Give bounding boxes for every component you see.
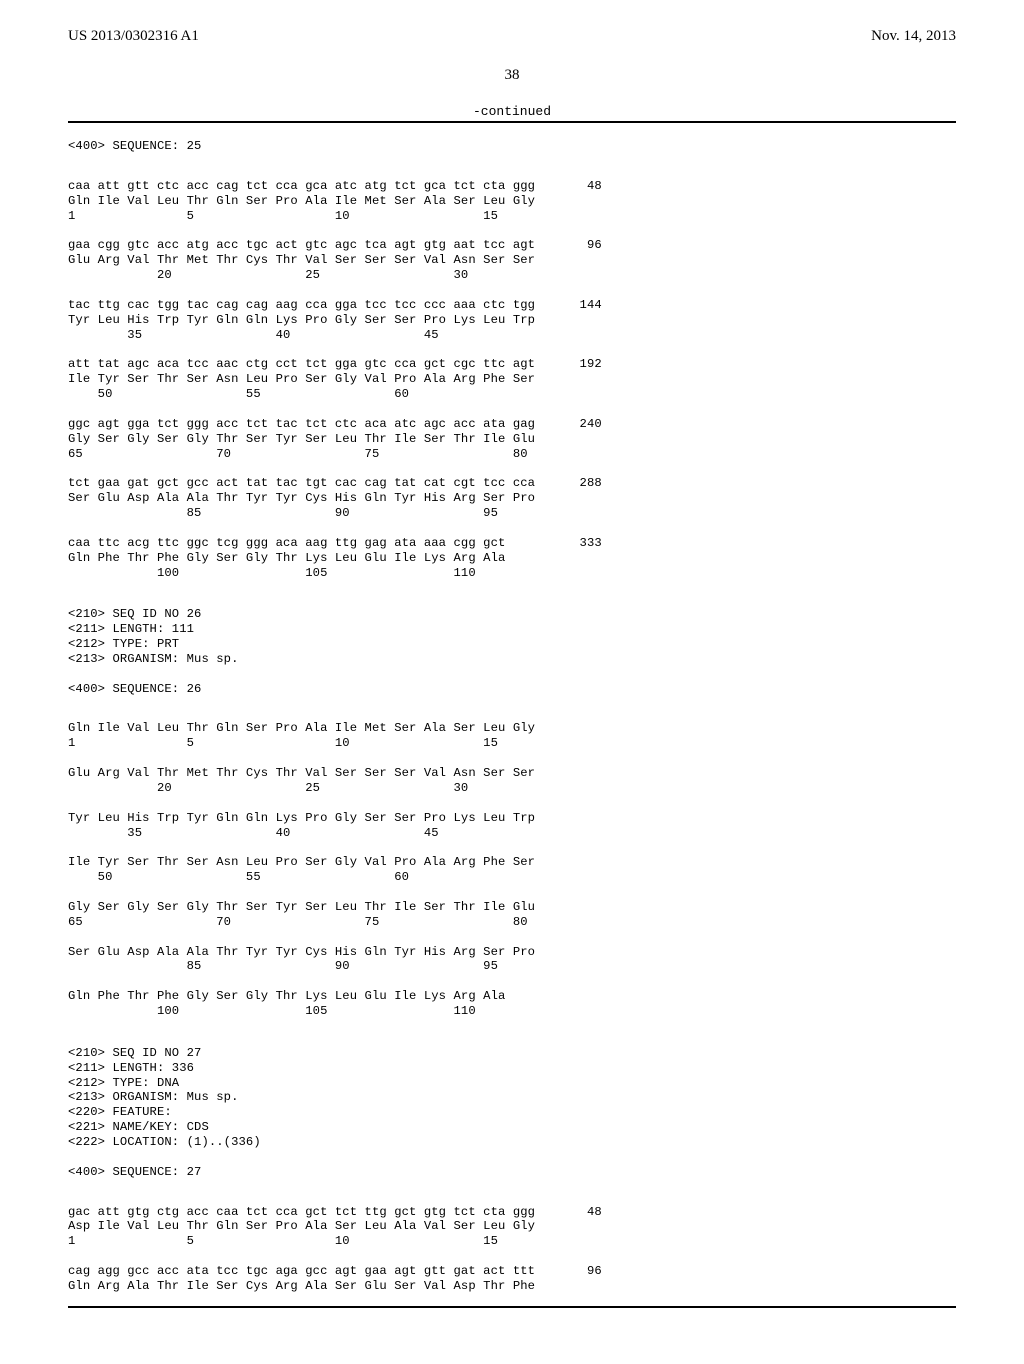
meta-line: <212> TYPE: PRT [68, 637, 179, 651]
seq-line: 1 5 10 15 [68, 736, 498, 750]
page: US 2013/0302316 A1 Nov. 14, 2013 38 -con… [0, 0, 1024, 1364]
seq-line: 20 25 30 [68, 268, 468, 282]
seq-line: Gln Phe Thr Phe Gly Ser Gly Thr Lys Leu … [68, 989, 505, 1003]
rule-bottom [68, 1306, 956, 1308]
seq-line: 35 40 45 [68, 328, 439, 342]
seq-line: caa ttc acg ttc ggc tcg ggg aca aag ttg … [68, 536, 602, 550]
seq-line: 1 5 10 15 [68, 1234, 498, 1248]
seq-line: Gly Ser Gly Ser Gly Thr Ser Tyr Ser Leu … [68, 900, 535, 914]
meta-line: <222> LOCATION: (1)..(336) [68, 1135, 261, 1149]
sequence-27-meta: <210> SEQ ID NO 27 <211> LENGTH: 336 <21… [68, 1031, 956, 1180]
publication-number: US 2013/0302316 A1 [68, 28, 199, 45]
seq-line: caa att gtt ctc acc cag tct cca gca atc … [68, 179, 602, 193]
seq-line: 35 40 45 [68, 826, 439, 840]
meta-line: <210> SEQ ID NO 26 [68, 607, 201, 621]
seq-line: Gly Ser Gly Ser Gly Thr Ser Tyr Ser Leu … [68, 432, 535, 446]
sequence-27: gac att gtg ctg acc caa tct cca gct tct … [68, 1190, 956, 1294]
seq-line: 50 55 60 [68, 870, 409, 884]
seq-line: 20 25 30 [68, 781, 468, 795]
seq-line: Tyr Leu His Trp Tyr Gln Gln Lys Pro Gly … [68, 313, 535, 327]
sequence-25-header: <400> SEQUENCE: 25 [68, 139, 956, 154]
seq-line: Ile Tyr Ser Thr Ser Asn Leu Pro Ser Gly … [68, 855, 535, 869]
seq-line: 85 90 95 [68, 506, 498, 520]
seq-line: Ser Glu Asp Ala Ala Thr Tyr Tyr Cys His … [68, 491, 535, 505]
seq-line: Tyr Leu His Trp Tyr Gln Gln Lys Pro Gly … [68, 811, 535, 825]
page-number: 38 [68, 67, 956, 84]
continued-label: -continued [68, 104, 956, 119]
seq-line: 85 90 95 [68, 959, 498, 973]
seq-line: 1 5 10 15 [68, 209, 498, 223]
seq-line: cag agg gcc acc ata tcc tgc aga gcc agt … [68, 1264, 602, 1278]
sequence-26: Gln Ile Val Leu Thr Gln Ser Pro Ala Ile … [68, 707, 956, 1019]
seq-line: 100 105 110 [68, 566, 476, 580]
meta-line: <213> ORGANISM: Mus sp. [68, 1090, 239, 1104]
seq-line: 100 105 110 [68, 1004, 476, 1018]
seq-line: Asp Ile Val Leu Thr Gln Ser Pro Ala Ser … [68, 1219, 535, 1233]
meta-line: <213> ORGANISM: Mus sp. [68, 652, 239, 666]
seq-line: ggc agt gga tct ggg acc tct tac tct ctc … [68, 417, 602, 431]
seq-line: Glu Arg Val Thr Met Thr Cys Thr Val Ser … [68, 253, 535, 267]
seq-line: gaa cgg gtc acc atg acc tgc act gtc agc … [68, 238, 602, 252]
meta-line: <212> TYPE: DNA [68, 1076, 179, 1090]
seq-line: Gln Phe Thr Phe Gly Ser Gly Thr Lys Leu … [68, 551, 505, 565]
seq-line: Ser Glu Asp Ala Ala Thr Tyr Tyr Cys His … [68, 945, 535, 959]
seq-line: 50 55 60 [68, 387, 409, 401]
meta-line: <400> SEQUENCE: 27 [68, 1165, 201, 1179]
seq-line: Ile Tyr Ser Thr Ser Asn Leu Pro Ser Gly … [68, 372, 535, 386]
seq-line: 65 70 75 80 [68, 915, 528, 929]
publication-date: Nov. 14, 2013 [871, 28, 956, 45]
meta-line: <211> LENGTH: 111 [68, 622, 194, 636]
sequence-25: caa att gtt ctc acc cag tct cca gca atc … [68, 164, 956, 581]
meta-line: <211> LENGTH: 336 [68, 1061, 194, 1075]
seq-line: tac ttg cac tgg tac cag cag aag cca gga … [68, 298, 602, 312]
seq-line: tct gaa gat gct gcc act tat tac tgt cac … [68, 476, 602, 490]
meta-line: <221> NAME/KEY: CDS [68, 1120, 209, 1134]
page-header: US 2013/0302316 A1 Nov. 14, 2013 [68, 28, 956, 45]
seq-line: Gln Arg Ala Thr Ile Ser Cys Arg Ala Ser … [68, 1279, 535, 1293]
seq-line: 65 70 75 80 [68, 447, 528, 461]
seq-line: Gln Ile Val Leu Thr Gln Ser Pro Ala Ile … [68, 721, 535, 735]
sequence-26-meta: <210> SEQ ID NO 26 <211> LENGTH: 111 <21… [68, 592, 956, 696]
seq-line: Glu Arg Val Thr Met Thr Cys Thr Val Ser … [68, 766, 535, 780]
seq-line: att tat agc aca tcc aac ctg cct tct gga … [68, 357, 602, 371]
meta-line: <400> SEQUENCE: 26 [68, 682, 201, 696]
seq-line: Gln Ile Val Leu Thr Gln Ser Pro Ala Ile … [68, 194, 535, 208]
rule-top [68, 121, 956, 123]
meta-line: <220> FEATURE: [68, 1105, 172, 1119]
seq-line: gac att gtg ctg acc caa tct cca gct tct … [68, 1205, 602, 1219]
meta-line: <210> SEQ ID NO 27 [68, 1046, 201, 1060]
